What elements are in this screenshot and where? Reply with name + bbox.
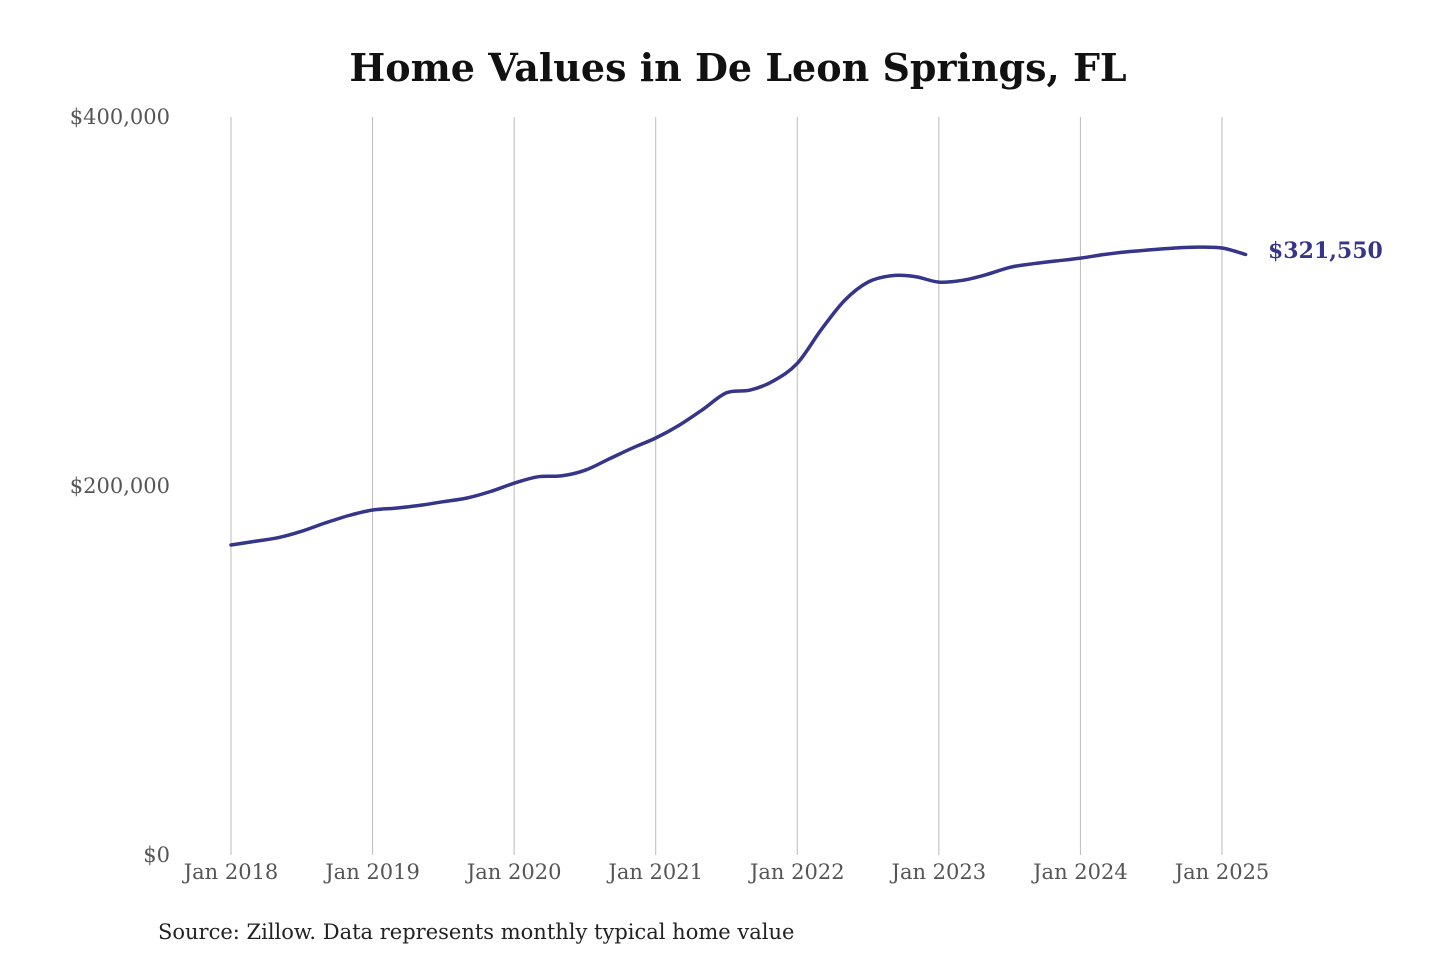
x-tick-label: Jan 2025 [1173,860,1270,884]
y-tick-label: $0 [143,843,170,867]
x-tick-label: Jan 2021 [606,860,703,884]
y-tick-label: $200,000 [70,474,170,498]
y-tick-label: $400,000 [70,105,170,129]
x-tick-label: Jan 2018 [182,860,279,884]
latest-value-label: $321,550 [1268,238,1383,264]
source-note: Source: Zillow. Data represents monthly … [158,920,794,944]
x-tick-label: Jan 2022 [748,860,845,884]
y-axis-ticks: $0 $200,000 $400,000 [70,105,170,867]
x-tick-label: Jan 2020 [465,860,562,884]
chart-title: Home Values in De Leon Springs, FL [349,45,1126,90]
x-tick-label: Jan 2019 [323,860,420,884]
x-axis-ticks: Jan 2018 Jan 2019 Jan 2020 Jan 2021 Jan 2022… [182,860,1270,884]
x-tick-label: Jan 2023 [890,860,987,884]
grid-lines [230,117,1223,855]
x-tick-label: Jan 2024 [1031,860,1128,884]
home-value-line [229,245,1248,547]
